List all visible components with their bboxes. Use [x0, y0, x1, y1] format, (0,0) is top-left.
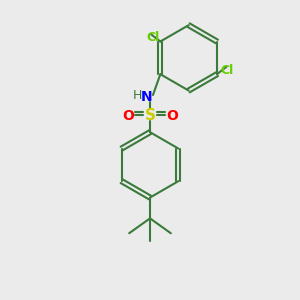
Text: Cl: Cl: [146, 32, 160, 44]
Text: H: H: [133, 89, 142, 102]
Text: S: S: [145, 108, 155, 123]
Text: N: N: [141, 89, 152, 103]
Text: O: O: [167, 109, 178, 123]
Text: Cl: Cl: [221, 64, 234, 77]
Text: O: O: [122, 109, 134, 123]
